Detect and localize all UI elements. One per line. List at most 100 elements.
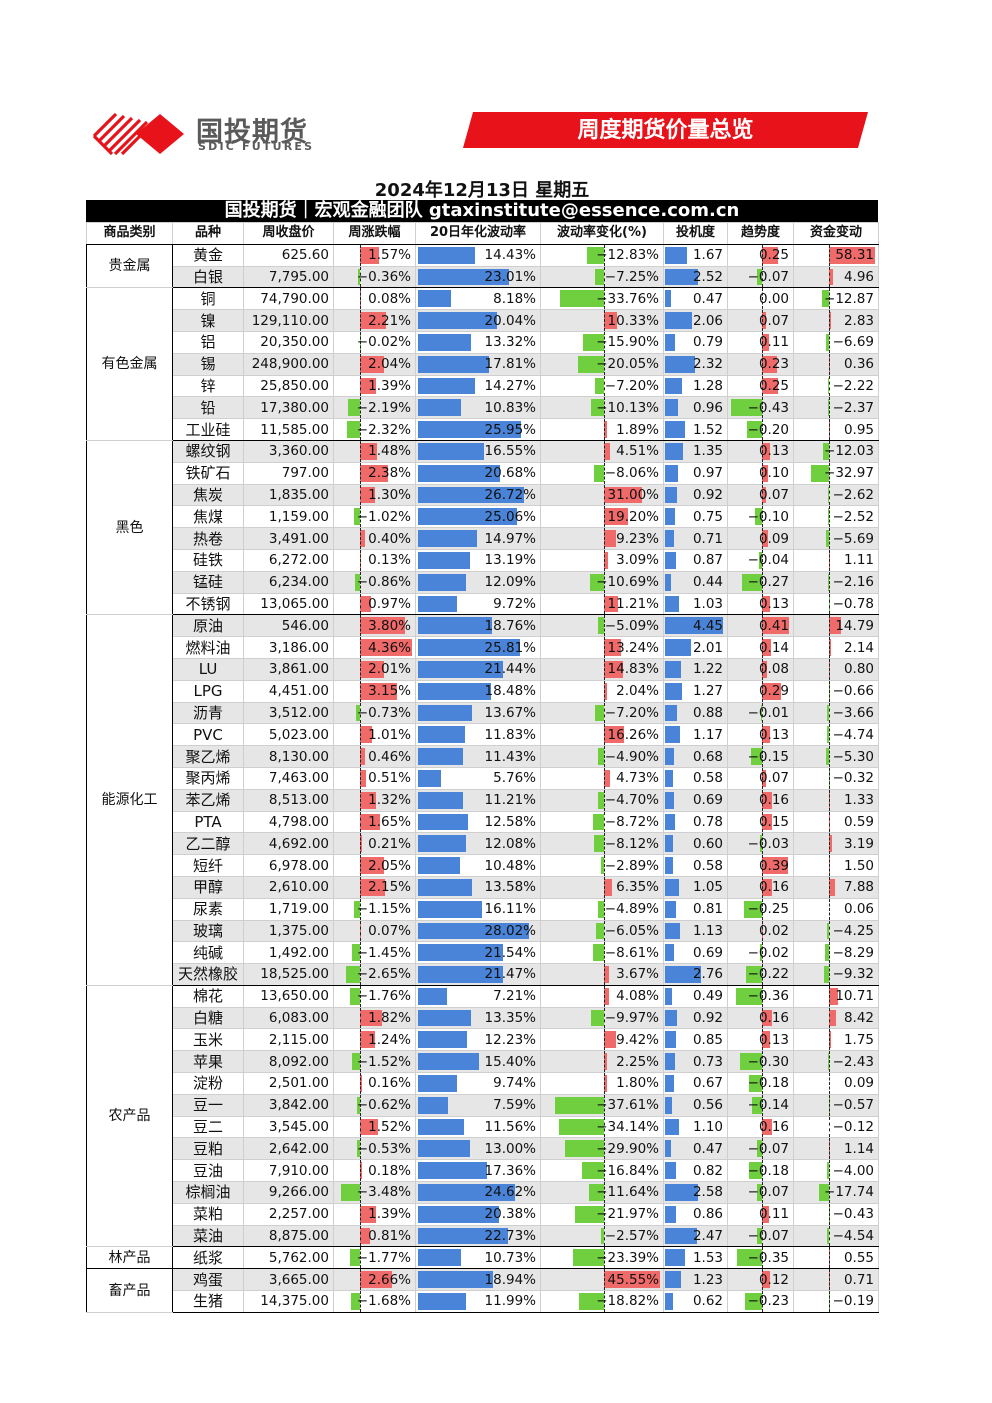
- value-text: 1.13: [692, 922, 723, 939]
- value-text: −1.68%: [356, 1293, 411, 1310]
- value-bar: [827, 399, 830, 417]
- value-bar: [591, 1009, 605, 1027]
- zero-axis: [829, 1095, 831, 1116]
- speculation-cell: 1.10: [663, 1115, 728, 1139]
- col-header: 商品类别: [86, 222, 173, 245]
- value-bar: [756, 268, 762, 286]
- zero-axis: [761, 485, 763, 505]
- zero-axis: [829, 1117, 831, 1137]
- volatility-20d-cell: 14.97%: [415, 527, 541, 550]
- zero-axis: [829, 942, 831, 963]
- value-text: 10.48%: [484, 857, 536, 874]
- col-header: 资金变动: [793, 222, 879, 245]
- fund-flow-cell: −6.69: [793, 330, 879, 354]
- close-price: 7,795.00: [243, 265, 334, 289]
- value-bar: [665, 769, 673, 787]
- table-row: 铝 20,350.00 −0.02% 13.32% −15.90% 0.79 0.11 −6.…: [87, 330, 879, 354]
- value-text: 2.05%: [368, 857, 411, 874]
- value-text: 1.39%: [368, 1206, 411, 1223]
- value-bar: [418, 1009, 471, 1027]
- value-text: 0.07: [758, 312, 789, 329]
- table-row: 黑色 螺纹钢 3,360.00 1.48% 16.55% 4.51% 1.35 0.13 −12…: [86, 439, 879, 616]
- value-text: −4.54: [832, 1228, 874, 1245]
- value-bar: [665, 1009, 678, 1027]
- value-bar: [418, 987, 447, 1005]
- table-row: 林产品 纸浆 5,762.00 −1.77% 10.73% −23.39% 1.53 −0.3…: [86, 1246, 879, 1270]
- volatility-20d-cell: 22.73%: [415, 1224, 541, 1248]
- commodity-name: 尿素: [172, 897, 244, 921]
- weekly-change-cell: −1.52%: [333, 1050, 416, 1074]
- value-bar: [828, 573, 830, 591]
- value-text: −3.66: [832, 704, 874, 721]
- close-price: 3,842.00: [243, 1093, 334, 1117]
- commodity-name: 纯碱: [172, 941, 244, 965]
- volatility-change-cell: −4.89%: [540, 897, 664, 921]
- commodity-name: PTA: [172, 810, 244, 834]
- value-text: −33.76%: [596, 290, 659, 307]
- value-bar: [761, 355, 778, 373]
- value-text: 16.11%: [484, 901, 536, 918]
- value-text: 0.69: [692, 792, 723, 809]
- close-price: 17,380.00: [243, 396, 334, 420]
- close-price: 625.60: [243, 243, 334, 267]
- value-text: −1.52%: [356, 1053, 411, 1070]
- value-bar: [665, 355, 696, 373]
- zero-axis: [761, 942, 763, 963]
- value-bar: [665, 1271, 682, 1289]
- value-bar: [761, 813, 772, 831]
- zero-axis: [761, 812, 763, 832]
- zero-axis: [359, 877, 361, 898]
- value-text: 14.43%: [484, 247, 536, 264]
- value-bar: [418, 791, 463, 809]
- value-text: 20.68%: [484, 465, 536, 482]
- value-text: 4.45: [692, 617, 723, 634]
- value-text: 13.67%: [484, 704, 536, 721]
- volatility-change-cell: 4.08%: [540, 984, 664, 1008]
- value-bar: [761, 530, 768, 547]
- zero-axis: [604, 1008, 606, 1028]
- value-text: 2.15%: [368, 879, 411, 896]
- value-text: −34.14%: [596, 1119, 659, 1136]
- volatility-change-cell: −34.14%: [540, 1115, 664, 1139]
- close-price: 2,610.00: [243, 875, 334, 899]
- value-bar: [564, 1140, 605, 1158]
- volatility-change-cell: −8.12%: [540, 832, 664, 856]
- zero-axis: [829, 354, 831, 375]
- value-text: 0.25: [758, 377, 789, 394]
- commodity-name: 棉花: [172, 984, 244, 1008]
- weekly-change-cell: 0.46%: [333, 745, 416, 768]
- value-bar: [761, 1031, 771, 1049]
- zero-axis: [359, 681, 361, 702]
- weekly-change-cell: 1.65%: [333, 810, 416, 834]
- value-text: 2.83: [843, 312, 874, 329]
- zero-axis: [604, 441, 606, 462]
- col-header: 周收盘价: [243, 222, 334, 245]
- zero-axis: [761, 267, 763, 287]
- value-bar: [827, 508, 830, 526]
- fund-flow-cell: −4.00: [793, 1159, 879, 1183]
- zero-axis: [761, 1051, 763, 1072]
- value-text: −0.15: [747, 748, 789, 765]
- value-text: −0.53%: [356, 1140, 411, 1157]
- value-bar: [735, 987, 762, 1005]
- commodity-name: 锰硅: [172, 570, 244, 594]
- value-text: 0.13%: [368, 552, 411, 569]
- table-row: 有色金属铜 74,790.00 0.08% 8.18% −33.76% 0.47 0.00 −…: [86, 287, 879, 441]
- zero-axis: [359, 1138, 361, 1159]
- weekly-change-cell: 1.57%: [333, 243, 416, 267]
- commodity-name: 镍: [172, 309, 244, 332]
- commodity-name: 菜油: [172, 1224, 244, 1248]
- zero-axis: [761, 659, 763, 680]
- value-text: 9.42%: [616, 1031, 659, 1048]
- table-row: 乙二醇 4,692.00 0.21% 12.08% −8.12% 0.60 −0.03 3.1…: [87, 832, 879, 856]
- zero-axis: [761, 1204, 763, 1225]
- value-text: 0.80: [843, 661, 874, 678]
- value-text: 0.81: [692, 901, 723, 918]
- value-text: 2.25%: [616, 1053, 659, 1070]
- value-text: 0.16: [758, 879, 789, 896]
- value-text: −4.89%: [604, 901, 659, 918]
- zero-axis: [761, 637, 763, 658]
- value-text: −5.69: [832, 530, 874, 547]
- fund-flow-cell: −0.43: [793, 1202, 879, 1226]
- trend-cell: 0.07: [727, 309, 794, 332]
